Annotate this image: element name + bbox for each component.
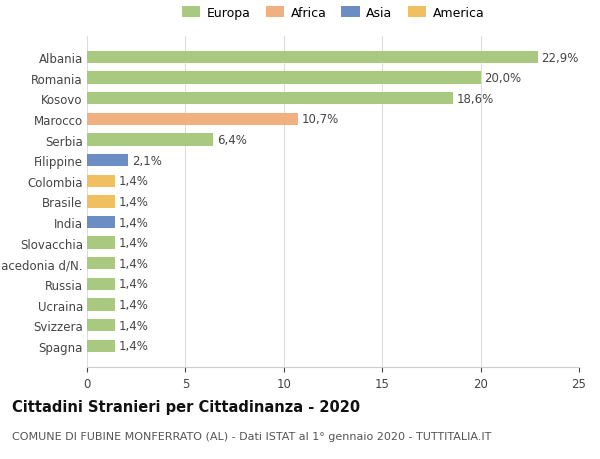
Text: 1,4%: 1,4%	[118, 175, 148, 188]
Text: 6,4%: 6,4%	[217, 134, 247, 147]
Text: 18,6%: 18,6%	[457, 93, 494, 106]
Text: 1,4%: 1,4%	[118, 196, 148, 208]
Bar	[87, 340, 115, 352]
Text: COMUNE DI FUBINE MONFERRATO (AL) - Dati ISTAT al 1° gennaio 2020 - TUTTITALIA.IT: COMUNE DI FUBINE MONFERRATO (AL) - Dati …	[12, 431, 491, 442]
Bar	[87, 196, 115, 208]
Bar	[87, 52, 538, 64]
Bar	[87, 278, 115, 291]
Bar	[87, 93, 453, 105]
Legend: Europa, Africa, Asia, America: Europa, Africa, Asia, America	[178, 3, 488, 24]
Text: 22,9%: 22,9%	[542, 51, 579, 64]
Bar	[87, 299, 115, 311]
Bar	[87, 257, 115, 270]
Text: 1,4%: 1,4%	[118, 319, 148, 332]
Text: 1,4%: 1,4%	[118, 237, 148, 250]
Text: 2,1%: 2,1%	[132, 154, 162, 167]
Text: 10,7%: 10,7%	[302, 113, 339, 126]
Text: 1,4%: 1,4%	[118, 278, 148, 291]
Text: 1,4%: 1,4%	[118, 257, 148, 270]
Bar	[87, 175, 115, 188]
Bar	[87, 155, 128, 167]
Bar	[87, 134, 213, 146]
Text: 20,0%: 20,0%	[485, 72, 521, 85]
Text: 1,4%: 1,4%	[118, 340, 148, 353]
Bar	[87, 319, 115, 331]
Bar	[87, 73, 481, 84]
Bar	[87, 216, 115, 229]
Bar	[87, 237, 115, 249]
Text: Cittadini Stranieri per Cittadinanza - 2020: Cittadini Stranieri per Cittadinanza - 2…	[12, 399, 360, 414]
Bar	[87, 113, 298, 126]
Text: 1,4%: 1,4%	[118, 298, 148, 311]
Text: 1,4%: 1,4%	[118, 216, 148, 229]
